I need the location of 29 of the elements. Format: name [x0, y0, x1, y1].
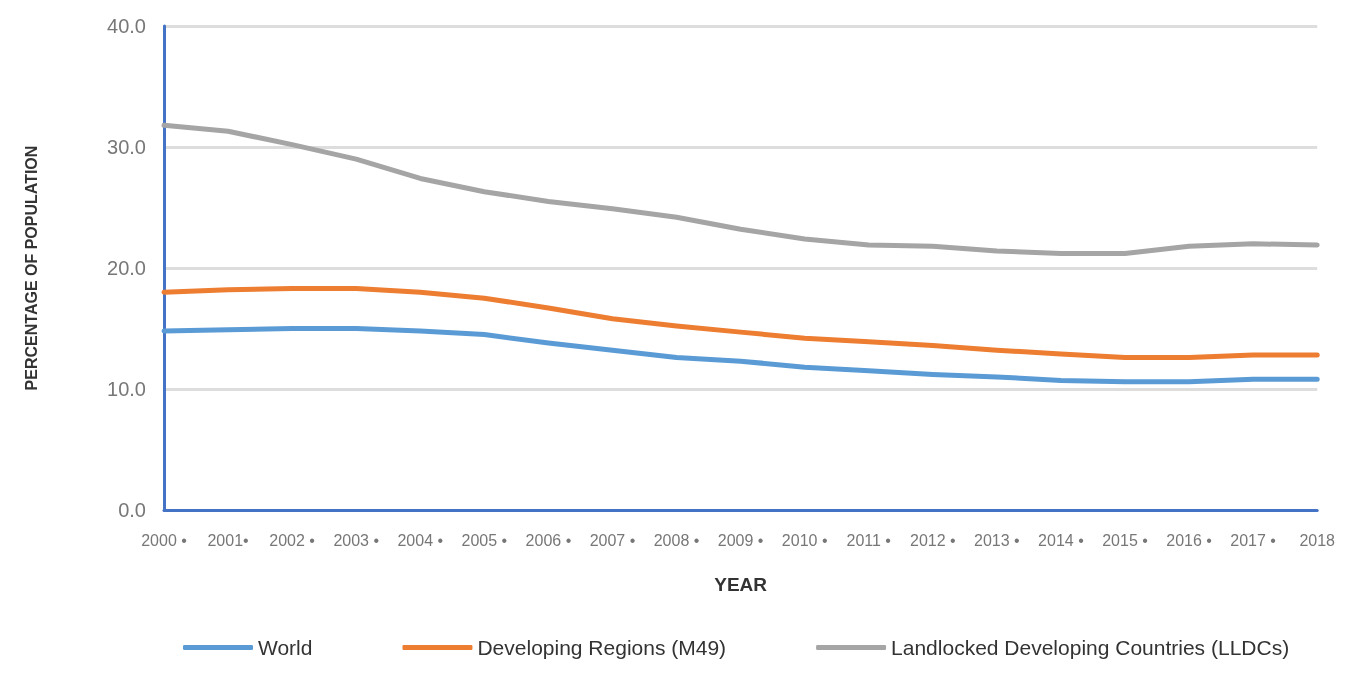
- x-tick-label: 2007 •: [589, 531, 636, 549]
- x-tick-label: 2004 •: [397, 531, 444, 549]
- x-tick-label: 2010 •: [781, 531, 828, 549]
- x-tick-label: 2013 •: [974, 531, 1020, 549]
- x-axis-title: YEAR: [714, 574, 768, 595]
- x-tick-label: 2008 •: [653, 531, 700, 549]
- legend-label: World: [258, 636, 313, 659]
- y-tick-label: 10.0: [107, 378, 146, 400]
- x-tick-label: 2006 •: [525, 531, 572, 549]
- legend-label: Developing Regions (M49): [477, 636, 727, 659]
- y-axis-title: PERCENTAGE OF POPULATION: [22, 145, 40, 391]
- x-tick-label: 2014 •: [1038, 531, 1084, 549]
- x-tick-label: 2009 •: [717, 531, 764, 549]
- x-tick-label: 2012 •: [909, 531, 956, 549]
- legend-label: Landlocked Developing Countries (LLDCs): [891, 636, 1290, 659]
- x-tick-label: 2018: [1299, 531, 1336, 549]
- x-tick-label: 2015 •: [1102, 531, 1148, 549]
- y-tick-label: 30.0: [107, 136, 146, 158]
- y-tick-label: 0.0: [118, 499, 146, 521]
- x-tick-label: 2003 •: [333, 531, 380, 549]
- y-tick-label: 20.0: [107, 257, 146, 279]
- y-tick-label: 40.0: [107, 15, 146, 37]
- x-tick-label: 2016 •: [1166, 531, 1212, 549]
- x-tick-label: 2017 •: [1230, 531, 1276, 549]
- x-tick-label: 2002 •: [269, 531, 315, 549]
- x-tick-label: 2011 •: [846, 531, 891, 549]
- x-tick-label: 2001•: [207, 531, 249, 549]
- x-tick-label: 2000 •: [141, 531, 187, 549]
- x-tick-label: 2005 •: [461, 531, 508, 549]
